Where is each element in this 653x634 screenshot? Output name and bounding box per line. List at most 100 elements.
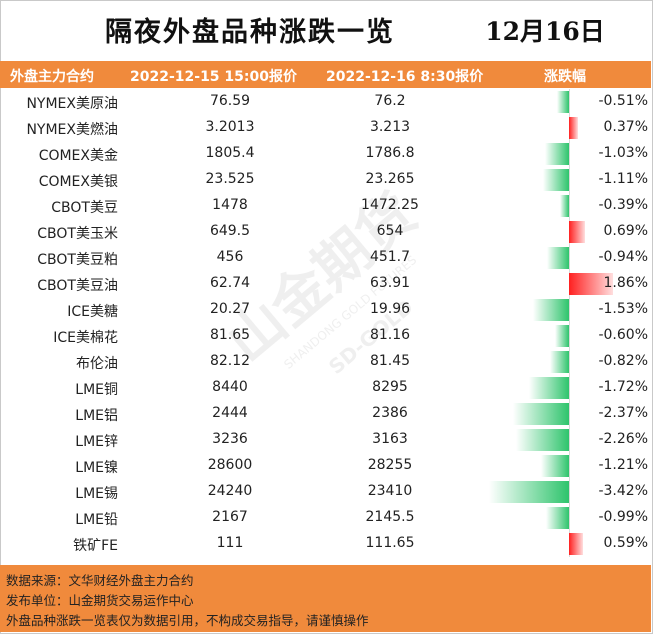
change-bar [569,273,613,295]
row-price-2: 8295 [372,379,408,395]
row-price-2: 81.45 [369,353,411,369]
change-bar [549,351,569,373]
header-price-1: 2022-12-15 15:00报价 [130,69,297,85]
row-price-2: 111.65 [365,535,415,551]
row-name: NYMEX美燃油 [26,122,118,138]
row-price-2: 3163 [372,431,408,447]
row-price-2: 2386 [372,405,408,421]
row-name: 布伦油 [76,356,118,372]
row-name: CBOT美豆粕 [37,252,118,268]
row-price-1: 456 [216,249,244,265]
table-row: LME铜 8440 8295 -1.72% [0,375,651,401]
row-name: ICE美糖 [67,304,118,320]
row-name: LME锌 [75,434,118,450]
row-price-2: 81.16 [369,327,411,343]
header-price-2: 2022-12-16 8:30报价 [326,69,484,85]
change-bar [488,481,569,503]
table-row: 布伦油 82.12 81.45 -0.82% [0,349,651,375]
row-price-1: 649.5 [209,223,251,239]
row-name: 铁矿FE [73,538,118,554]
row-price-1: 2444 [212,405,248,421]
date-label: 12月16日 [485,17,605,46]
row-change: -1.53% [598,301,648,317]
row-change: -1.21% [598,457,648,473]
row-price-1: 28600 [207,457,253,473]
header-change: 涨跌幅 [544,69,586,85]
change-bar [569,221,586,243]
row-price-2: 23.265 [365,171,415,187]
table-row: COMEX美金 1805.4 1786.8 -1.03% [0,141,651,167]
row-price-1: 24240 [207,483,253,499]
row-price-2: 63.91 [369,275,411,291]
row-price-1: 82.12 [209,353,251,369]
change-bar [513,403,569,425]
row-price-2: 19.96 [369,301,411,317]
watermark-logo: 山金期货 SHANDONG GOLD FUTURES SD-GOLD [215,181,428,379]
row-name: LME锡 [75,486,118,502]
row-price-1: 3236 [212,431,248,447]
row-name: NYMEX美原油 [26,96,118,112]
row-change: -0.99% [598,509,648,525]
row-price-2: 1472.25 [361,197,419,213]
row-price-2: 1786.8 [365,145,415,161]
row-price-1: 3.2013 [205,119,255,135]
row-name: COMEX美金 [38,148,118,164]
row-change: -0.39% [598,197,648,213]
row-price-2: 451.7 [369,249,411,265]
table-row: LME铅 2167 2145.5 -0.99% [0,505,651,531]
change-bar [569,533,583,555]
change-bar [540,455,569,477]
row-name: LME镍 [75,460,118,476]
row-name: COMEX美银 [38,174,118,190]
row-change: -2.37% [598,405,648,421]
title-bar: 隔夜外盘品种涨跌一览 12月16日 [0,0,651,60]
row-change: -3.42% [598,483,648,499]
page-title: 隔夜外盘品种涨跌一览 [105,17,395,48]
row-price-1: 23.525 [205,171,255,187]
table-row: CBOT美玉米 649.5 654 0.69% [0,219,651,245]
row-change: 0.59% [603,535,648,551]
row-name: CBOT美玉米 [37,226,118,242]
row-price-1: 76.59 [209,93,251,109]
table-row: LME铝 2444 2386 -2.37% [0,401,651,427]
row-name: CBOT美豆 [51,200,118,216]
row-change: -1.11% [598,171,648,187]
change-bar [544,143,569,165]
row-price-1: 1478 [212,197,248,213]
row-change: -1.03% [598,145,648,161]
change-bar [546,247,569,269]
table-row: CBOT美豆 1478 1472.25 -0.39% [0,193,651,219]
row-change: 0.69% [603,223,648,239]
row-price-2: 28255 [367,457,413,473]
row-price-2: 3.213 [369,119,411,135]
row-price-1: 111 [216,535,244,551]
row-price-2: 23410 [367,483,413,499]
row-price-1: 20.27 [209,301,251,317]
table-header: 外盘主力合约 2022-12-15 15:00报价 2022-12-16 8:3… [0,61,651,88]
table-row: NYMEX美燃油 3.2013 3.213 0.37% [0,115,651,141]
table-row: LME锡 24240 23410 -3.42% [0,479,651,505]
row-price-2: 2145.5 [365,509,415,525]
footer-publisher: 发布单位：山金期货交易运作中心 [6,593,194,608]
row-change: -1.72% [598,379,648,395]
row-change: -0.82% [598,353,648,369]
row-price-2: 76.2 [374,93,406,109]
footer: 数据来源：文华财经外盘主力合约 发布单位：山金期货交易运作中心 外盘品种涨跌一览… [0,565,651,632]
row-name: LME铅 [75,512,118,528]
row-price-2: 654 [376,223,404,239]
change-bar [569,117,578,139]
table-row: COMEX美银 23.525 23.265 -1.11% [0,167,651,193]
table-row: LME锌 3236 3163 -2.26% [0,427,651,453]
row-price-1: 81.65 [209,327,251,343]
table-row: NYMEX美原油 76.59 76.2 -0.51% [0,89,651,115]
row-change: 1.86% [603,275,648,291]
row-change: -0.94% [598,249,648,265]
change-bar [559,195,569,217]
footer-source: 数据来源：文华财经外盘主力合约 [6,573,194,588]
table-row: 铁矿FE 111 111.65 0.59% [0,531,651,557]
row-change: 0.37% [603,119,648,135]
row-price-1: 1805.4 [205,145,255,161]
row-name: LME铜 [75,382,118,398]
change-axis [569,89,570,557]
change-bar [533,299,569,321]
